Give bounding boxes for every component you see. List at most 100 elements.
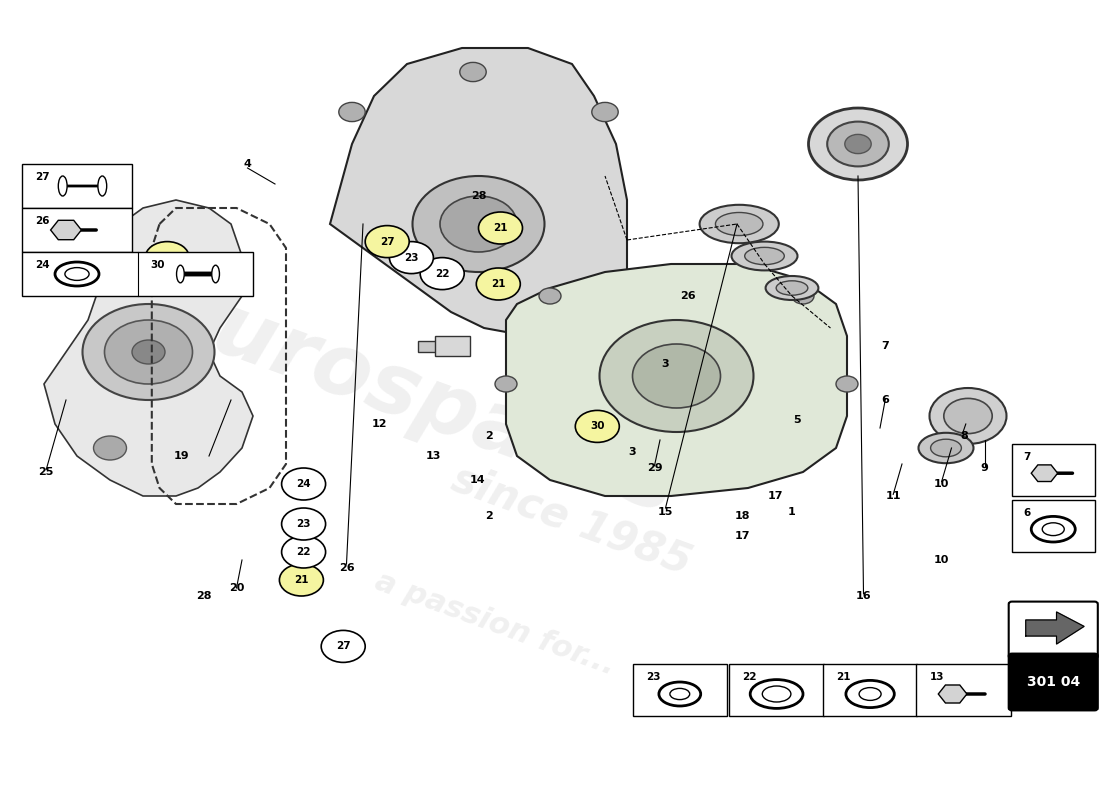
Text: 30: 30	[151, 260, 165, 270]
Text: a passion for...: a passion for...	[371, 567, 619, 681]
Ellipse shape	[1032, 517, 1076, 542]
Text: 301 04: 301 04	[1026, 675, 1080, 690]
Text: 23: 23	[646, 672, 660, 682]
Circle shape	[321, 630, 365, 662]
Circle shape	[145, 242, 189, 274]
Text: 13: 13	[426, 451, 441, 461]
Bar	[916, 664, 1011, 716]
Circle shape	[792, 288, 814, 304]
Text: 4: 4	[243, 159, 252, 169]
Ellipse shape	[745, 247, 784, 265]
Circle shape	[836, 376, 858, 392]
Text: 26: 26	[35, 216, 50, 226]
Circle shape	[460, 62, 486, 82]
Ellipse shape	[700, 205, 779, 243]
PathPatch shape	[44, 200, 253, 496]
Text: 3: 3	[629, 447, 636, 457]
Text: 7: 7	[1023, 452, 1031, 462]
Circle shape	[282, 536, 326, 568]
FancyBboxPatch shape	[1009, 654, 1098, 710]
Circle shape	[412, 176, 544, 272]
Text: 10: 10	[934, 479, 949, 489]
Circle shape	[478, 212, 522, 244]
Circle shape	[389, 242, 433, 274]
Ellipse shape	[750, 679, 803, 709]
Text: 28: 28	[196, 591, 211, 601]
Circle shape	[827, 122, 889, 166]
Text: 2: 2	[485, 431, 494, 441]
Circle shape	[282, 468, 326, 500]
Circle shape	[808, 108, 908, 180]
Circle shape	[339, 102, 365, 122]
Text: 7: 7	[881, 341, 890, 350]
Text: 22: 22	[434, 269, 450, 278]
Text: 23: 23	[296, 519, 311, 529]
Text: 10: 10	[934, 555, 949, 565]
Text: 28: 28	[471, 191, 486, 201]
Text: 12: 12	[372, 419, 387, 429]
Ellipse shape	[766, 276, 818, 300]
Text: 24: 24	[296, 479, 311, 489]
Ellipse shape	[715, 213, 763, 235]
Text: 21: 21	[294, 575, 309, 585]
Circle shape	[845, 134, 871, 154]
Circle shape	[539, 288, 561, 304]
Circle shape	[476, 268, 520, 300]
Ellipse shape	[732, 242, 798, 270]
Circle shape	[282, 508, 326, 540]
Text: 30: 30	[590, 422, 605, 431]
Text: 18: 18	[735, 511, 750, 521]
Text: 15: 15	[658, 507, 673, 517]
Circle shape	[592, 102, 618, 122]
Bar	[823, 664, 917, 716]
Bar	[1012, 444, 1094, 496]
Bar	[418, 341, 442, 352]
Text: 27: 27	[35, 172, 50, 182]
Ellipse shape	[55, 262, 99, 286]
Circle shape	[930, 388, 1007, 444]
Text: 29: 29	[647, 463, 662, 473]
Bar	[434, 336, 470, 356]
Text: 17: 17	[735, 531, 750, 541]
Circle shape	[495, 376, 517, 392]
Text: 1: 1	[788, 507, 796, 517]
Text: 26: 26	[339, 563, 354, 573]
Text: 6: 6	[881, 395, 890, 405]
PathPatch shape	[330, 48, 627, 336]
Polygon shape	[1025, 612, 1084, 644]
Text: 30: 30	[160, 253, 175, 262]
Circle shape	[440, 196, 517, 252]
Ellipse shape	[670, 688, 690, 699]
Bar	[729, 664, 824, 716]
Text: 14: 14	[470, 475, 485, 485]
Ellipse shape	[176, 266, 184, 282]
Text: 13: 13	[930, 672, 944, 682]
Text: 2: 2	[485, 511, 494, 521]
Circle shape	[575, 410, 619, 442]
Bar	[1012, 500, 1094, 552]
Text: 9: 9	[980, 463, 989, 473]
Ellipse shape	[659, 682, 701, 706]
Ellipse shape	[211, 266, 220, 282]
Text: 5: 5	[794, 415, 801, 425]
Bar	[632, 664, 727, 716]
Text: eurospares: eurospares	[148, 268, 688, 532]
Circle shape	[104, 320, 192, 384]
Text: 27: 27	[336, 642, 351, 651]
Text: since 1985: since 1985	[447, 457, 697, 583]
Ellipse shape	[58, 176, 67, 196]
Circle shape	[600, 320, 754, 432]
Ellipse shape	[931, 439, 961, 457]
Text: 22: 22	[296, 547, 311, 557]
Ellipse shape	[859, 687, 881, 701]
Ellipse shape	[918, 433, 974, 463]
Text: 8: 8	[960, 431, 969, 441]
Text: 23: 23	[404, 253, 419, 262]
Bar	[22, 208, 132, 252]
Bar	[22, 252, 253, 296]
Ellipse shape	[1043, 523, 1065, 536]
Circle shape	[944, 398, 992, 434]
Circle shape	[132, 340, 165, 364]
PathPatch shape	[506, 264, 847, 496]
Bar	[22, 164, 132, 208]
